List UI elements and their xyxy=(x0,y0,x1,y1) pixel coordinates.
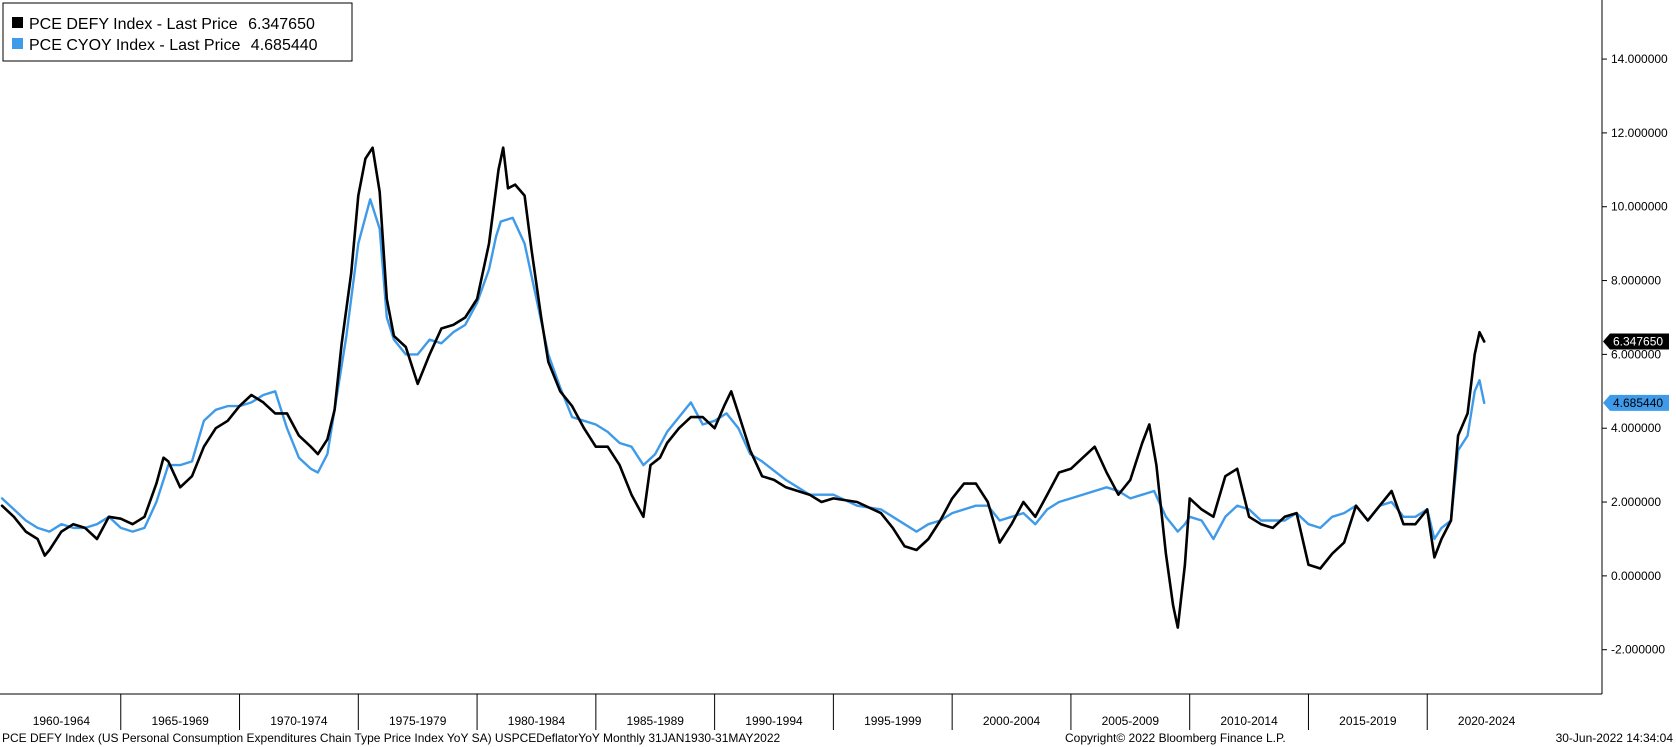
x-tick-label: 2005-2009 xyxy=(1102,714,1160,728)
y-tick-label: 2.000000 xyxy=(1611,495,1661,509)
y-tick-label: 4.000000 xyxy=(1611,421,1661,435)
legend-label-cyoy: PCE CYOY Index - Last Price 4.685440 xyxy=(29,37,318,54)
y-tick-label: 6.000000 xyxy=(1611,347,1661,361)
x-axis: 1960-1964 1965-1969 1970-1974 1975-1979 1980… xyxy=(33,694,1516,730)
series-layer xyxy=(0,146,1486,629)
price-tag-defy-label: 6.347650 xyxy=(1613,335,1663,349)
y-tick-label: -2.000000 xyxy=(1611,643,1665,657)
legend-label-defy: PCE DEFY Index - Last Price 6.347650 xyxy=(29,16,315,33)
y-tick-label: 14.000000 xyxy=(1611,52,1668,66)
x-tick-label: 1975-1979 xyxy=(389,714,447,728)
price-tags: 6.347650 4.685440 xyxy=(1603,333,1669,411)
legend-label-cyoy-name: PCE CYOY Index - Last Price xyxy=(29,37,240,54)
legend-swatch-defy xyxy=(12,17,23,28)
legend-label-defy-price: 6.347650 xyxy=(248,16,315,33)
price-tag-cyoy xyxy=(1603,394,1669,411)
footer-copyright: Copyright© 2022 Bloomberg Finance L.P. xyxy=(1065,731,1286,745)
legend-box xyxy=(2,2,353,62)
footer-timestamp: 30-Jun-2022 14:34:04 xyxy=(1556,731,1674,745)
x-tick-label: 1985-1989 xyxy=(627,714,685,728)
y-tick-label: 8.000000 xyxy=(1611,274,1661,288)
x-tick-label: 1960-1964 xyxy=(33,714,91,728)
y-axis: 14.000000 12.000000 10.000000 8.000000 6.000… xyxy=(1602,52,1668,657)
x-tick-label: 1980-1984 xyxy=(508,714,566,728)
legend: PCE DEFY Index - Last Price 6.347650 PCE… xyxy=(2,2,353,62)
footer-description: PCE DEFY Index (US Personal Consumption … xyxy=(2,731,781,745)
price-tag-defy xyxy=(1603,333,1669,350)
x-tick-label: 1990-1994 xyxy=(745,714,803,728)
series-line-defy xyxy=(0,146,1486,629)
y-tick-label: 10.000000 xyxy=(1611,200,1668,214)
y-tick-label: 0.000000 xyxy=(1611,569,1661,583)
series-line-cyoy xyxy=(0,198,1486,541)
legend-label-cyoy-price: 4.685440 xyxy=(251,37,318,54)
x-tick-label: 1965-1969 xyxy=(151,714,209,728)
x-tick-label: 1970-1974 xyxy=(270,714,328,728)
legend-label-defy-name: PCE DEFY Index - Last Price xyxy=(29,16,238,33)
price-tag-cyoy-label: 4.685440 xyxy=(1613,396,1663,410)
legend-swatch-cyoy xyxy=(12,38,23,49)
x-tick-label: 2000-2004 xyxy=(983,714,1041,728)
x-tick-label: 2020-2024 xyxy=(1458,714,1516,728)
x-tick-label: 2010-2014 xyxy=(1220,714,1278,728)
y-tick-label: 12.000000 xyxy=(1611,126,1668,140)
x-tick-label: 2015-2019 xyxy=(1339,714,1397,728)
x-tick-label: 1995-1999 xyxy=(864,714,922,728)
